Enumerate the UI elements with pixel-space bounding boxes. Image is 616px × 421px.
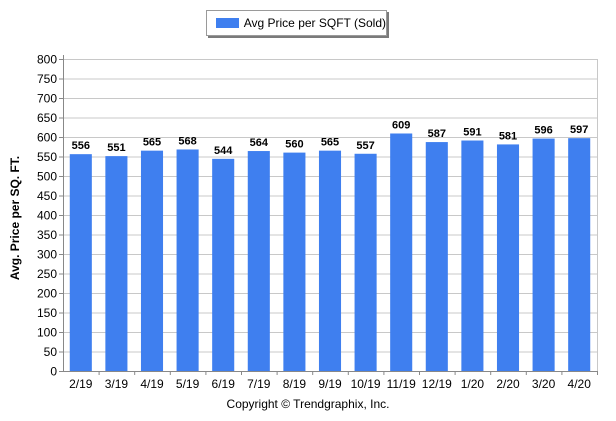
- data-label: 560: [285, 139, 303, 151]
- y-tick-label: 500: [37, 170, 57, 184]
- x-tick-label: 4/19: [140, 377, 164, 391]
- data-label: 568: [178, 135, 196, 147]
- y-tick-label: 450: [37, 189, 57, 203]
- x-tick-label: 7/19: [247, 377, 271, 391]
- data-label: 581: [499, 130, 517, 142]
- data-label: 564: [250, 137, 269, 149]
- data-label: 557: [356, 140, 374, 152]
- y-tick-label: 100: [37, 326, 57, 340]
- bar: [496, 144, 520, 371]
- data-label: 609: [392, 119, 410, 131]
- bar: [390, 133, 413, 371]
- x-tick-label: 2/19: [69, 377, 93, 391]
- y-tick-label: 50: [44, 345, 58, 359]
- y-tick-label: 250: [37, 267, 57, 281]
- x-tick-label: 10/19: [351, 377, 381, 391]
- data-label: 591: [463, 127, 481, 139]
- x-tick-label: 2/20: [496, 377, 520, 391]
- bar: [425, 142, 448, 371]
- bar: [69, 154, 92, 371]
- bar: [568, 138, 591, 371]
- y-tick-label: 800: [37, 53, 57, 67]
- data-label: 565: [143, 137, 161, 149]
- y-tick-label: 0: [50, 365, 57, 379]
- x-tick-label: 3/20: [532, 377, 556, 391]
- data-label: 551: [107, 142, 125, 154]
- bar: [283, 152, 306, 371]
- bar: [532, 138, 555, 371]
- data-label: 587: [428, 128, 446, 140]
- bar: [247, 151, 270, 371]
- y-axis-label: Avg. Price per SQ. FT.: [8, 155, 22, 281]
- x-tick-label: 6/19: [212, 377, 236, 391]
- data-label: 544: [214, 145, 233, 157]
- legend: Avg Price per SQFT (Sold): [206, 10, 387, 36]
- bar: [105, 156, 128, 371]
- data-label: 597: [570, 124, 588, 136]
- bar: [354, 153, 377, 371]
- x-tick-label: 3/19: [105, 377, 129, 391]
- x-tick-label: 12/19: [422, 377, 452, 391]
- x-tick-label: 4/20: [568, 377, 592, 391]
- bar: [140, 150, 164, 371]
- x-tick-label: 9/19: [318, 377, 342, 391]
- data-label: 565: [321, 137, 339, 149]
- legend-swatch: [216, 18, 239, 28]
- y-tick-label: 600: [37, 131, 57, 145]
- y-tick-label: 200: [37, 287, 57, 301]
- y-tick-label: 150: [37, 306, 57, 320]
- data-label: 556: [72, 140, 90, 152]
- bar: [318, 150, 342, 371]
- copyright-footer: Copyright © Trendgraphix, Inc.: [226, 397, 390, 411]
- y-tick-label: 750: [37, 72, 57, 86]
- legend-label: Avg Price per SQFT (Sold): [243, 16, 386, 30]
- y-tick-label: 550: [37, 150, 57, 164]
- y-tick-label: 300: [37, 248, 57, 262]
- x-tick-label: 5/19: [176, 377, 200, 391]
- data-label: 596: [534, 125, 552, 137]
- y-tick-label: 650: [37, 111, 57, 125]
- bar: [176, 149, 199, 371]
- bar: [461, 140, 484, 371]
- bar: [212, 158, 235, 371]
- y-tick-label: 350: [37, 228, 57, 242]
- y-tick-label: 400: [37, 209, 57, 223]
- x-tick-label: 11/19: [387, 377, 416, 391]
- y-tick-label: 700: [37, 92, 57, 106]
- x-tick-label: 1/20: [461, 377, 485, 391]
- x-tick-label: 8/19: [283, 377, 307, 391]
